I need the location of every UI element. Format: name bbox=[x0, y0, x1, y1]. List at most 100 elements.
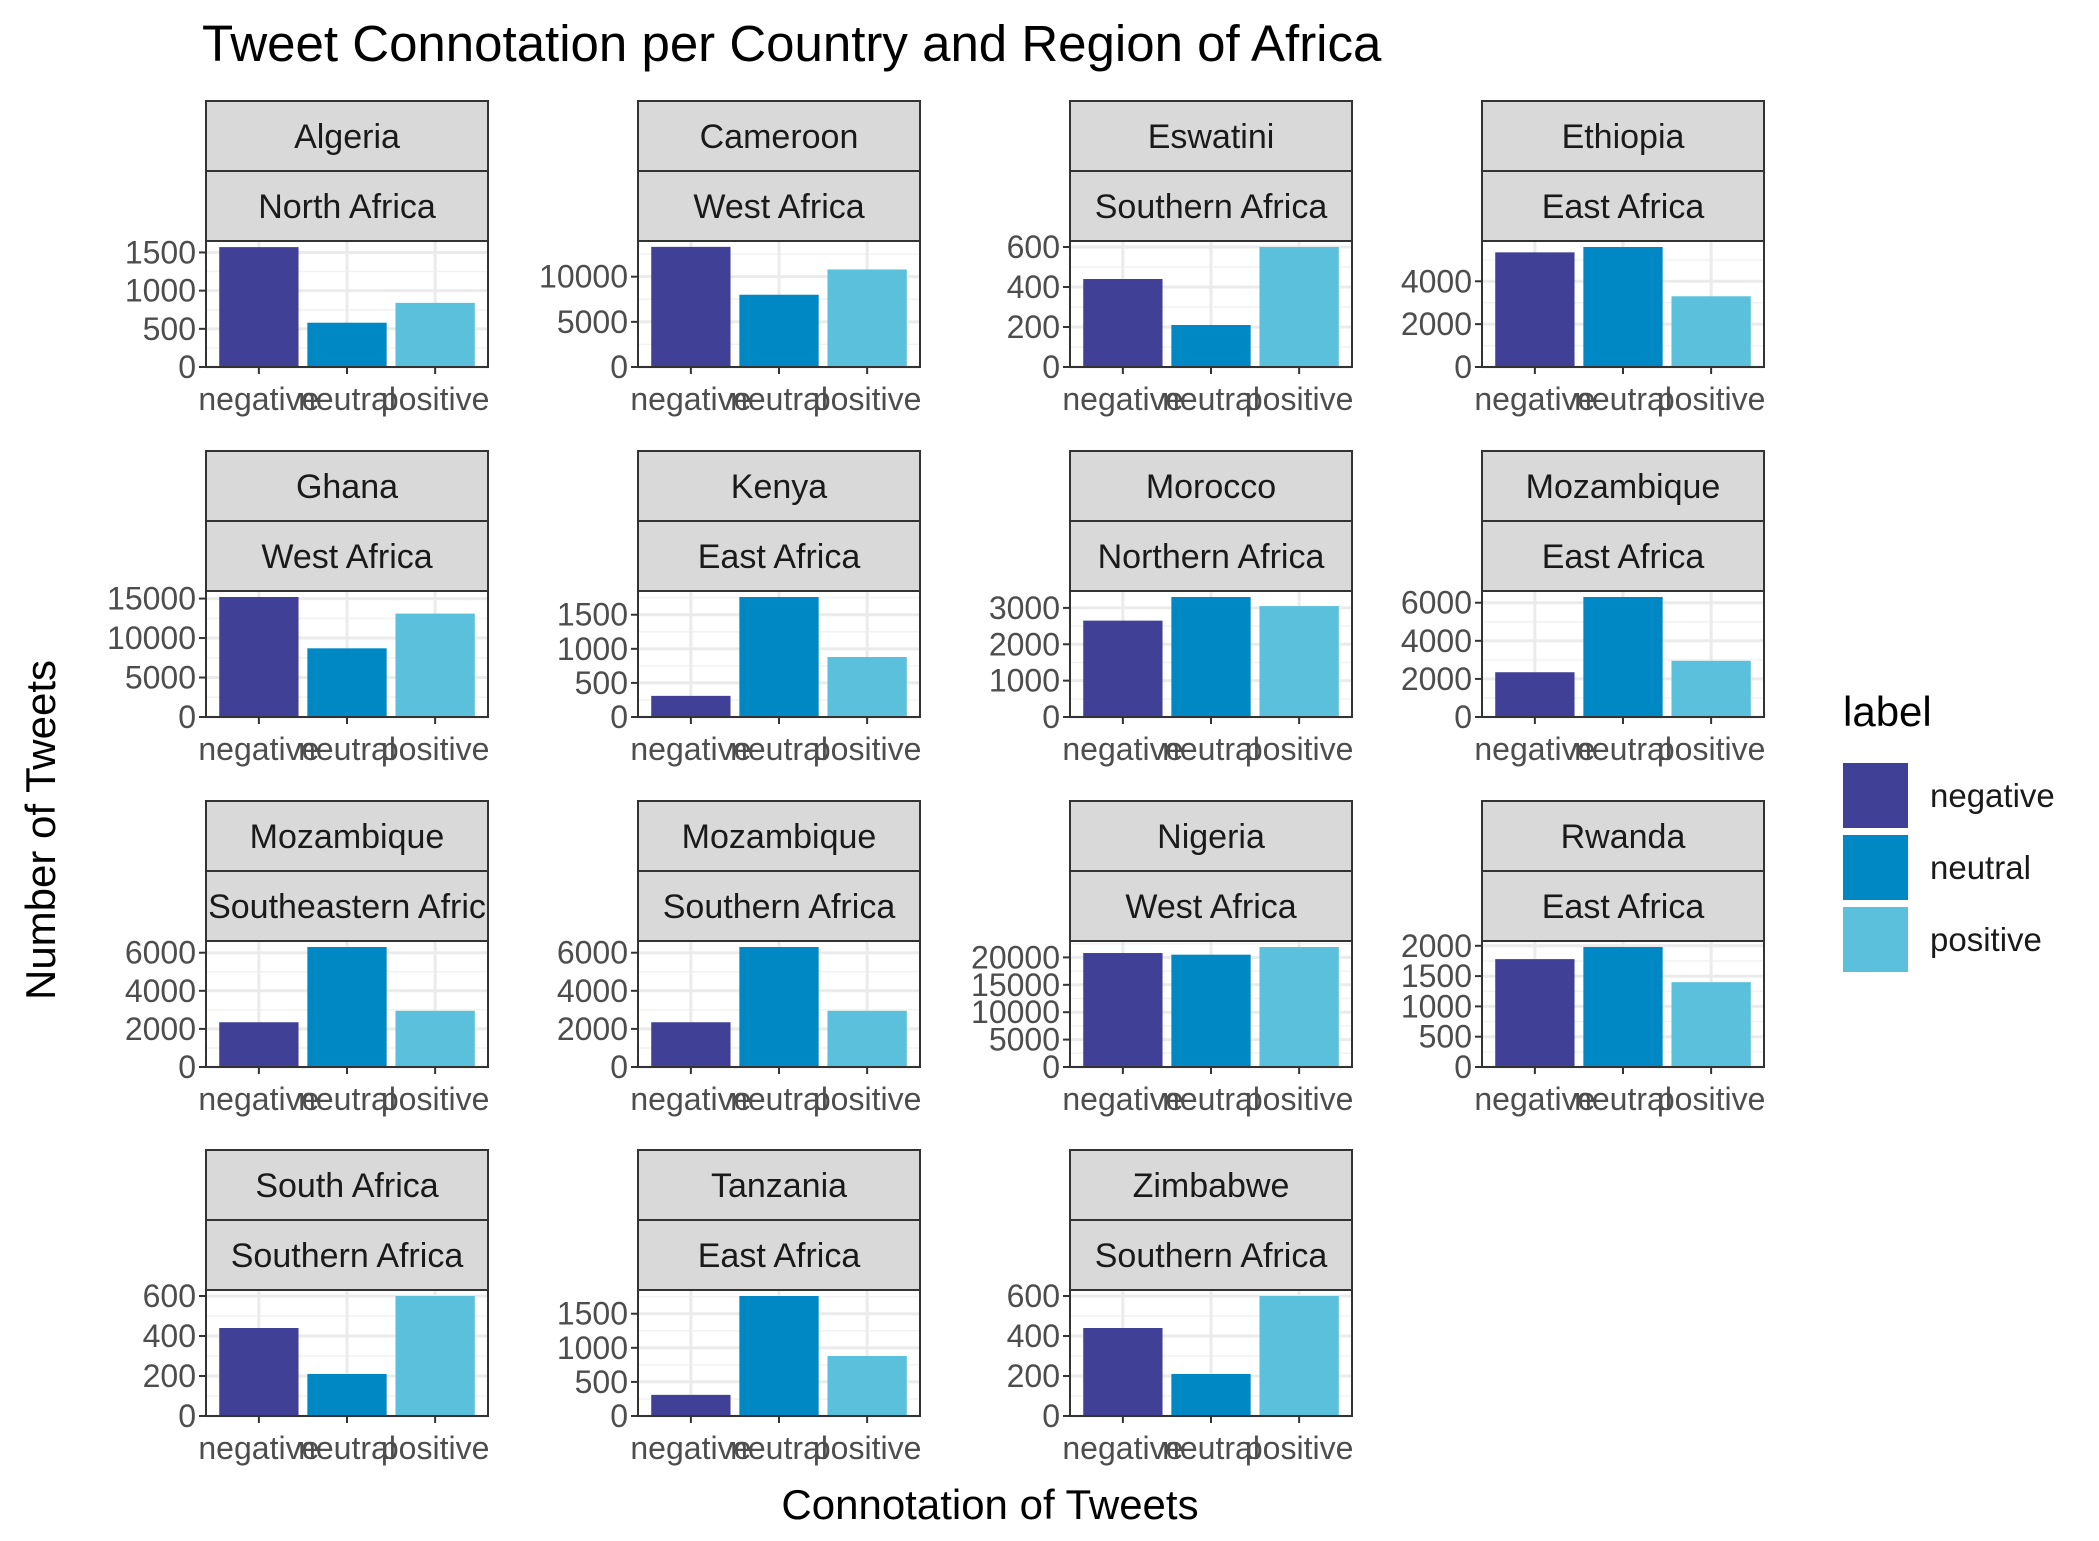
country-label: Algeria bbox=[294, 118, 400, 156]
x-tick-label: neutral bbox=[1162, 381, 1260, 417]
x-tick-label: positive bbox=[381, 1430, 490, 1466]
x-tick-label: neutral bbox=[1162, 1430, 1260, 1466]
x-tick-label: negative bbox=[1062, 1430, 1183, 1466]
y-tick-label: 2000 bbox=[1401, 661, 1472, 697]
region-label: Southern Africa bbox=[1095, 1237, 1328, 1275]
y-tick-label: 15000 bbox=[971, 967, 1060, 1003]
y-tick-label: 4000 bbox=[1401, 623, 1472, 659]
negative-bar bbox=[1495, 959, 1575, 1067]
x-tick-label: positive bbox=[381, 381, 490, 417]
y-tick-label: 2000 bbox=[557, 1011, 628, 1047]
x-tick-label: neutral bbox=[730, 731, 828, 767]
y-tick-label: 0 bbox=[1454, 349, 1472, 385]
facet-panel: Cameroon West Africa 0 5000 10000 negativeneu… bbox=[539, 100, 922, 417]
region-label: East Africa bbox=[1542, 188, 1705, 226]
region-strip bbox=[637, 1219, 921, 1291]
x-tick-label: neutral bbox=[1574, 381, 1672, 417]
x-tick-label: negative bbox=[1062, 381, 1183, 417]
neutral-bar bbox=[1171, 954, 1251, 1067]
neutral-bar bbox=[1583, 947, 1663, 1067]
neutral-bar bbox=[739, 294, 819, 367]
positive-bar bbox=[1671, 982, 1751, 1067]
x-tick-label: positive bbox=[1657, 381, 1766, 417]
region-label: East Africa bbox=[1542, 888, 1705, 926]
country-strip bbox=[637, 1149, 921, 1221]
x-tick-label: positive bbox=[381, 1081, 490, 1117]
x-tick-label: neutral bbox=[1574, 1081, 1672, 1117]
y-tick-label: 500 bbox=[143, 311, 196, 347]
x-tick-label: positive bbox=[813, 731, 922, 767]
y-tick-label: 0 bbox=[178, 1398, 196, 1434]
positive-bar bbox=[827, 657, 907, 717]
region-label: Southern Africa bbox=[1095, 188, 1328, 226]
neutral-bar bbox=[307, 648, 387, 717]
country-strip bbox=[637, 800, 921, 872]
positive-bar bbox=[1259, 947, 1339, 1067]
region-label: East Africa bbox=[1542, 538, 1705, 576]
x-tick-label: negative bbox=[1062, 1081, 1183, 1117]
y-tick-label: 1500 bbox=[125, 234, 196, 270]
y-tick-label: 200 bbox=[1007, 309, 1060, 345]
y-tick-label: 20000 bbox=[971, 939, 1060, 975]
facet-panel: Zimbabwe Southern Africa 0 200 400 600 negativ… bbox=[1007, 1149, 1353, 1466]
y-tick-label: 0 bbox=[1042, 1049, 1060, 1085]
y-tick-label: 200 bbox=[143, 1358, 196, 1394]
country-label: South Africa bbox=[255, 1167, 438, 1205]
neutral-bar bbox=[1171, 1374, 1251, 1416]
x-tick-label: negative bbox=[1474, 731, 1595, 767]
y-tick-label: 600 bbox=[143, 1278, 196, 1314]
region-strip bbox=[205, 170, 489, 242]
region-label: West Africa bbox=[261, 538, 432, 576]
country-label: Eswatini bbox=[1148, 118, 1275, 156]
country-label: Mozambique bbox=[1526, 468, 1721, 506]
neutral-bar bbox=[1583, 247, 1663, 367]
facet-panel: Eswatini Southern Africa 0 200 400 600 negativ… bbox=[1007, 100, 1353, 417]
positive-bar bbox=[827, 269, 907, 367]
neutral-bar bbox=[1583, 597, 1663, 717]
y-tick-label: 1000 bbox=[557, 1330, 628, 1366]
y-tick-label: 600 bbox=[1007, 1278, 1060, 1314]
y-tick-label: 0 bbox=[1454, 699, 1472, 735]
neutral-bar bbox=[1171, 325, 1251, 367]
x-tick-label: positive bbox=[813, 381, 922, 417]
x-tick-label: negative bbox=[1062, 731, 1183, 767]
country-label: Nigeria bbox=[1157, 818, 1265, 856]
y-axis-title: Number of Tweets bbox=[17, 660, 64, 1000]
negative-bar bbox=[651, 1022, 731, 1067]
negative-bar bbox=[651, 1394, 731, 1416]
x-tick-label: positive bbox=[1245, 1081, 1354, 1117]
region-label: East Africa bbox=[698, 1237, 861, 1275]
y-tick-label: 0 bbox=[1454, 1049, 1472, 1085]
y-tick-label: 4000 bbox=[125, 973, 196, 1009]
negative-bar bbox=[219, 247, 299, 367]
x-tick-label: neutral bbox=[730, 1430, 828, 1466]
region-label: East Africa bbox=[698, 538, 861, 576]
chart-title: Tweet Connotation per Country and Region… bbox=[202, 15, 1382, 72]
x-tick-label: negative bbox=[630, 381, 751, 417]
neutral-legend-label: neutral bbox=[1930, 849, 2031, 886]
neutral-bar bbox=[307, 947, 387, 1067]
country-strip bbox=[1069, 1149, 1353, 1221]
x-tick-label: neutral bbox=[298, 381, 396, 417]
y-tick-label: 400 bbox=[1007, 1318, 1060, 1354]
x-tick-label: negative bbox=[630, 731, 751, 767]
region-strip bbox=[1069, 520, 1353, 592]
positive-bar bbox=[395, 613, 475, 717]
x-axis-title: Connotation of Tweets bbox=[781, 1481, 1198, 1528]
x-tick-label: positive bbox=[381, 731, 490, 767]
y-tick-label: 500 bbox=[1419, 1019, 1472, 1055]
y-tick-label: 5000 bbox=[557, 304, 628, 340]
country-strip bbox=[1069, 450, 1353, 522]
y-tick-label: 200 bbox=[1007, 1358, 1060, 1394]
negative-bar bbox=[1083, 1328, 1163, 1416]
negative-bar bbox=[219, 597, 299, 717]
country-strip bbox=[1069, 100, 1353, 172]
negative-bar bbox=[1495, 672, 1575, 717]
y-tick-label: 6000 bbox=[1401, 585, 1472, 621]
y-tick-label: 1000 bbox=[989, 663, 1060, 699]
positive-bar bbox=[1259, 1296, 1339, 1416]
